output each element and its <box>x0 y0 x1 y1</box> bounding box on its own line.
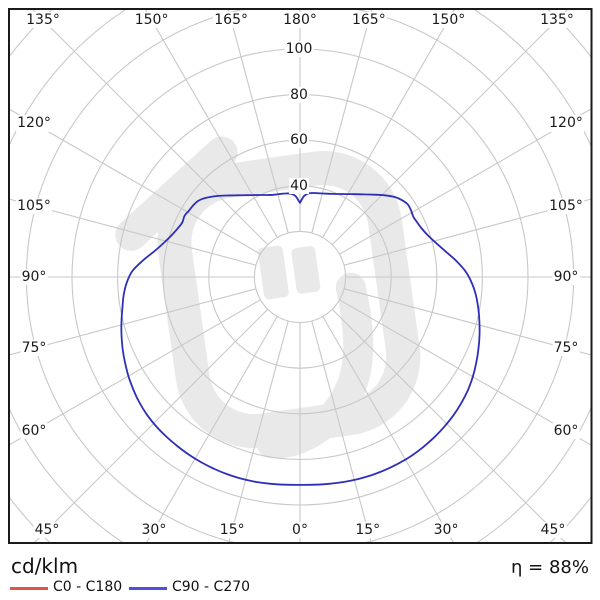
radial-tick-label: 80 <box>289 86 309 103</box>
radial-tick-label: 60 <box>289 132 309 149</box>
plot-border <box>8 8 593 544</box>
intensity-curve-c90-c270 <box>120 192 481 486</box>
efficiency-label: η = 88% <box>511 557 589 578</box>
radial-tick-label: 100 <box>284 40 314 58</box>
radial-tick-label: 40 <box>289 177 309 194</box>
angle-label: 60° <box>552 422 580 439</box>
angle-label: 15° <box>218 521 246 539</box>
angle-label: 90° <box>20 268 48 286</box>
angle-label: 90° <box>552 268 580 286</box>
angle-label: 105° <box>548 197 584 214</box>
angle-label: 45° <box>539 521 567 539</box>
angle-label: 180° <box>282 11 318 29</box>
angle-label: 15° <box>354 521 382 539</box>
angle-label: 150° <box>133 11 170 29</box>
units-label: cd/klm <box>11 554 79 578</box>
angle-label: 30° <box>140 521 168 539</box>
legend-swatch-c0-c180 <box>10 587 48 590</box>
angle-label: 120° <box>16 115 52 132</box>
angle-label: 105° <box>16 197 52 214</box>
legend-swatch-c90-c270 <box>129 587 167 590</box>
angle-label: 30° <box>432 521 460 539</box>
angle-label: 60° <box>20 422 48 439</box>
legend-label-c0-c180: C0 - C180 <box>53 579 123 595</box>
angle-label: 120° <box>548 115 584 132</box>
angle-label: 0° <box>291 521 309 539</box>
angle-label: 75° <box>552 340 580 357</box>
angle-label: 165° <box>213 11 249 29</box>
angle-label: 150° <box>430 11 467 29</box>
angle-label: 165° <box>350 11 387 29</box>
angle-label: 135° <box>25 11 61 29</box>
angle-label: 75° <box>20 340 48 357</box>
watermark-logo <box>115 136 421 459</box>
legend-label-c90-c270: C90 - C270 <box>172 579 251 595</box>
angle-label: 135° <box>539 11 575 29</box>
angle-label: 45° <box>33 521 61 539</box>
